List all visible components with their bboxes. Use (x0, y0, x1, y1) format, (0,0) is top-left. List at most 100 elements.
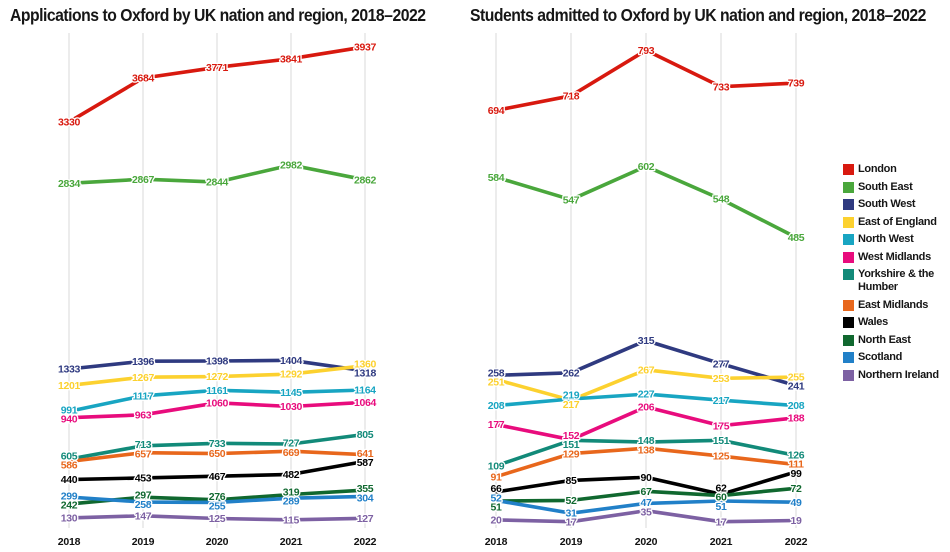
value-label: 175 (713, 420, 730, 432)
legend-label: North West (858, 233, 914, 245)
legend-item-north-west: North West (843, 233, 948, 246)
value-label: 152 (563, 430, 580, 442)
value-label: 727 (283, 438, 300, 450)
line-admitted-northern-ireland (494, 508, 798, 524)
line-applications-london (67, 44, 367, 124)
value-label: 258 (488, 367, 505, 379)
line-admitted-south-east (494, 164, 798, 240)
legend-item-west-midlands: West Midlands (843, 251, 948, 264)
value-label: 1161 (206, 385, 228, 397)
value-label: 355 (357, 483, 374, 495)
legend-label: Scotland (858, 351, 903, 363)
value-label: 51 (716, 501, 727, 513)
x-tick-label: 2020 (635, 536, 658, 548)
value-label: 940 (61, 414, 78, 426)
value-label: 1318 (354, 368, 376, 380)
value-label: 147 (135, 510, 152, 522)
value-label: 125 (713, 451, 730, 463)
value-label: 67 (641, 486, 652, 498)
value-label: 60 (716, 492, 727, 504)
legend-swatch-icon (843, 334, 854, 346)
legend-label: South West (858, 198, 916, 210)
value-label: 130 (61, 513, 78, 525)
value-label: 485 (788, 232, 805, 244)
value-label: 35 (641, 506, 652, 518)
legend-item-scotland: Scotland (843, 351, 948, 364)
value-label: 2867 (132, 174, 154, 186)
value-label: 315 (638, 335, 655, 347)
value-label: 1064 (354, 397, 376, 409)
legend-label: South East (858, 180, 913, 193)
value-label: 584 (488, 172, 505, 184)
value-label: 62 (716, 482, 727, 494)
value-label: 694 (488, 105, 505, 117)
value-label: 602 (638, 161, 655, 173)
value-label: 251 (488, 377, 505, 389)
value-label: 3771 (206, 62, 228, 74)
line-admitted-east-of-england (494, 367, 798, 403)
line-admitted-scotland (494, 498, 798, 516)
value-label: 587 (357, 457, 374, 469)
value-label: 963 (135, 409, 152, 421)
line-admitted-yorkshire-the-humber (494, 438, 798, 468)
value-label: 72 (791, 483, 802, 495)
value-label: 49 (791, 497, 802, 509)
value-label: 467 (209, 471, 226, 483)
value-label: 19 (791, 515, 802, 527)
line-applications-scotland (67, 494, 367, 505)
value-label: 217 (713, 395, 730, 407)
value-label: 793 (638, 45, 655, 57)
legend-item-south-east: South East (843, 181, 948, 194)
value-label: 217 (563, 399, 580, 411)
value-label: 277 (713, 358, 730, 370)
line-admitted-north-west (494, 392, 798, 408)
value-label: 208 (788, 400, 805, 412)
legend-swatch-icon (843, 199, 854, 210)
line-admitted-wales (494, 470, 798, 497)
value-label: 440 (61, 474, 78, 486)
x-tick-label: 2019 (560, 536, 583, 548)
legend-label: Yorkshire & the Humber (858, 268, 934, 293)
x-tick-label: 2021 (710, 536, 733, 548)
legend-label: Northern Ireland (858, 368, 939, 381)
legend-swatch-icon (843, 216, 854, 228)
value-label: 1333 (58, 364, 80, 376)
line-applications-north-west (67, 388, 367, 414)
line-applications-yorkshire-the-humber (67, 432, 367, 461)
legend-label: East Midlands (858, 298, 929, 311)
value-label: 1398 (206, 356, 228, 368)
value-label: 52 (566, 495, 577, 507)
legend: London South East South West East of Englan… (843, 163, 948, 382)
value-label: 267 (638, 364, 655, 376)
value-label: 713 (135, 439, 152, 451)
value-label: 1396 (132, 356, 154, 368)
value-label: 20 (491, 515, 502, 527)
value-label: 718 (563, 90, 580, 102)
value-label: 1164 (354, 385, 376, 397)
value-label: 669 (283, 447, 300, 459)
legend-label: West Midlands (858, 250, 931, 263)
x-tick-label: 2022 (785, 536, 808, 548)
value-label: 548 (713, 194, 730, 206)
legend-swatch-icon (843, 234, 854, 245)
value-label: 1404 (280, 355, 302, 367)
value-label: 1117 (133, 390, 154, 402)
value-label: 148 (638, 435, 655, 447)
value-label: 151 (713, 435, 730, 447)
legend-item-north-east: North East (843, 334, 948, 347)
value-label: 111 (788, 459, 804, 471)
line-applications-south-east (67, 163, 367, 186)
value-label: 126 (788, 449, 805, 461)
value-label: 733 (713, 81, 730, 93)
legend-swatch-icon (843, 269, 854, 280)
legend-label: East of England (858, 215, 937, 228)
line-admitted-london (494, 48, 798, 113)
value-label: 31 (566, 507, 577, 519)
value-label: 739 (788, 78, 805, 90)
value-label: 90 (641, 472, 652, 484)
value-label: 115 (283, 514, 299, 526)
value-label: 2834 (58, 178, 80, 190)
value-label: 85 (566, 475, 577, 487)
value-label: 227 (638, 389, 655, 401)
